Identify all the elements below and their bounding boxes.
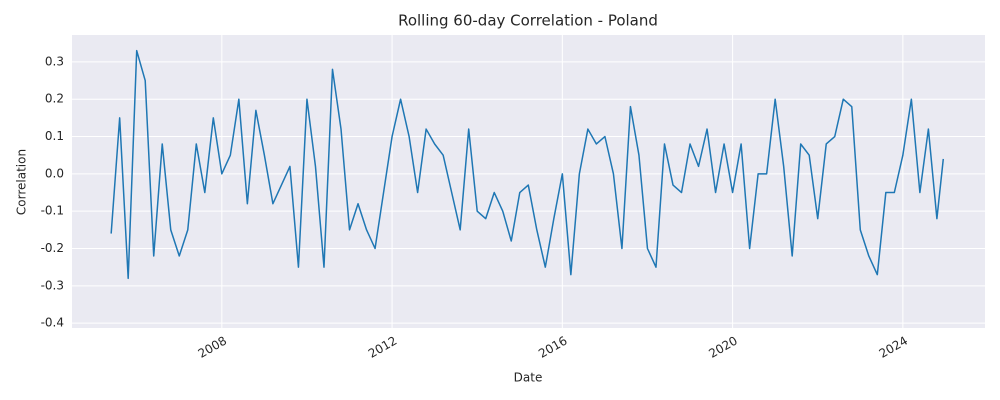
y-tick-label: 0.3 [45, 54, 64, 68]
y-tick-label: 0.1 [45, 129, 64, 143]
y-tick-label: -0.2 [41, 241, 64, 255]
y-axis-label: Correlation [15, 149, 29, 215]
y-tick-label: -0.4 [41, 316, 64, 330]
x-tick-label: 2016 [536, 334, 569, 361]
x-tick-label: 2020 [706, 334, 739, 361]
x-tick-label: 2008 [196, 334, 229, 361]
data-line [110, 49, 945, 280]
y-tick-label: 0.0 [45, 166, 64, 180]
y-tick-label: 0.2 [45, 92, 64, 106]
chart-title: Rolling 60-day Correlation - Poland [398, 12, 658, 30]
y-tick-label: -0.3 [41, 278, 64, 292]
x-tick-label: 2024 [877, 334, 910, 361]
x-axis-label: Date [514, 371, 543, 385]
y-tick-label: -0.1 [41, 204, 64, 218]
x-tick-label: 2012 [366, 334, 399, 361]
plot-area [72, 35, 985, 328]
